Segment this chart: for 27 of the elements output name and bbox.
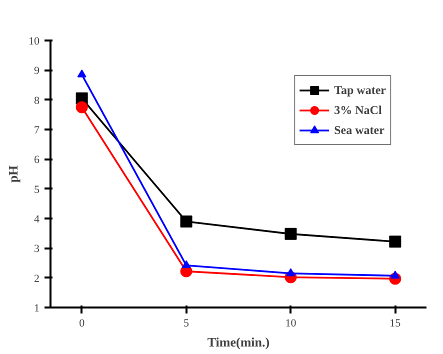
- y-tick-label: 3: [34, 243, 40, 256]
- y-tick-label: 5: [34, 184, 40, 196]
- y-tick-label: 1: [34, 302, 40, 314]
- point: [284, 228, 297, 240]
- legend-label: Tap water: [334, 82, 386, 98]
- point: [182, 260, 191, 268]
- legend-label: 3% NaCl: [334, 102, 382, 118]
- x-tick-label: 0: [79, 318, 86, 330]
- x-tick-label: 10: [285, 318, 297, 330]
- y-tick-label: 10: [28, 36, 40, 48]
- y-tick-label: 2: [34, 272, 40, 285]
- x-tick-label: 5: [184, 318, 190, 330]
- legend-label: Sea water: [334, 122, 384, 138]
- y-tick-label: 8: [34, 94, 40, 107]
- y-tick-label: 6: [34, 154, 40, 166]
- point: [286, 268, 296, 276]
- y-tick-label: 7: [34, 124, 40, 136]
- point: [180, 215, 192, 228]
- y-axis-title: pH: [6, 165, 20, 183]
- x-tick-label: 15: [390, 318, 402, 330]
- y-tick-label: 4: [34, 214, 40, 226]
- point: [389, 236, 402, 248]
- point: [77, 70, 86, 78]
- point: [390, 270, 400, 279]
- y-tick-label: 9: [34, 65, 40, 78]
- x-axis-title: Time(min.): [207, 334, 270, 350]
- point: [76, 101, 88, 114]
